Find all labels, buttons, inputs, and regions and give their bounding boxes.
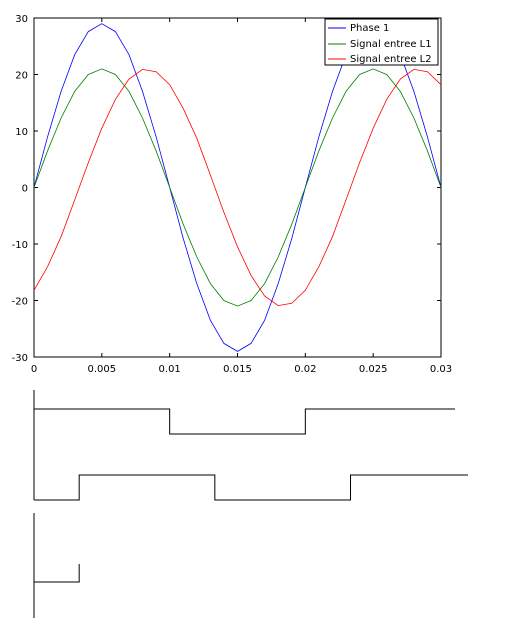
series-line-1 [33,23,442,352]
square-wave-plot [33,390,468,501]
pulse-train-2 [34,564,80,583]
pulse-lines [33,526,80,618]
pulse-plot [33,513,80,618]
series-line-2 [33,68,442,307]
legend-label-l2: Signal entree L2 [350,54,432,65]
x-tick-label: 0.02 [294,364,316,375]
y-tick-label: -20 [12,297,28,308]
x-tick-label: 0.025 [359,364,388,375]
y-tick-label: 30 [15,14,28,25]
x-tick-label: 0 [31,364,37,375]
x-tick-label: 0.015 [223,364,252,375]
square-wave-1 [33,408,455,435]
square-wave-2 [34,474,468,501]
y-tick-label: 20 [15,71,28,82]
sine-plot: 0 0.005 0.01 0.015 0.02 0.025 0.03 30 20 10 0 -10 -2… [12,14,452,375]
legend-label-phase-1: Phase 1 [350,23,389,34]
x-tick-label: 0.03 [430,364,452,375]
y-tick-label: 0 [22,184,28,195]
y-tick-label: -10 [12,240,28,251]
square-wave-lines [33,408,468,501]
x-tick-label: 0.01 [159,364,181,375]
legend: Phase 1 Signal entree L1 Signal entree L… [324,18,439,66]
sine-plot-lines [33,23,442,352]
legend-box [324,18,439,66]
y-tick-label: -30 [12,353,28,364]
legend-label-l1: Signal entree L1 [350,39,432,50]
x-tick-label: 0.005 [88,364,117,375]
sine-plot-ticks: 0 0.005 0.01 0.015 0.02 0.025 0.03 30 20 10 0 -10 -2… [12,14,452,375]
y-tick-label: 10 [15,127,28,138]
series-line-3 [33,68,442,307]
